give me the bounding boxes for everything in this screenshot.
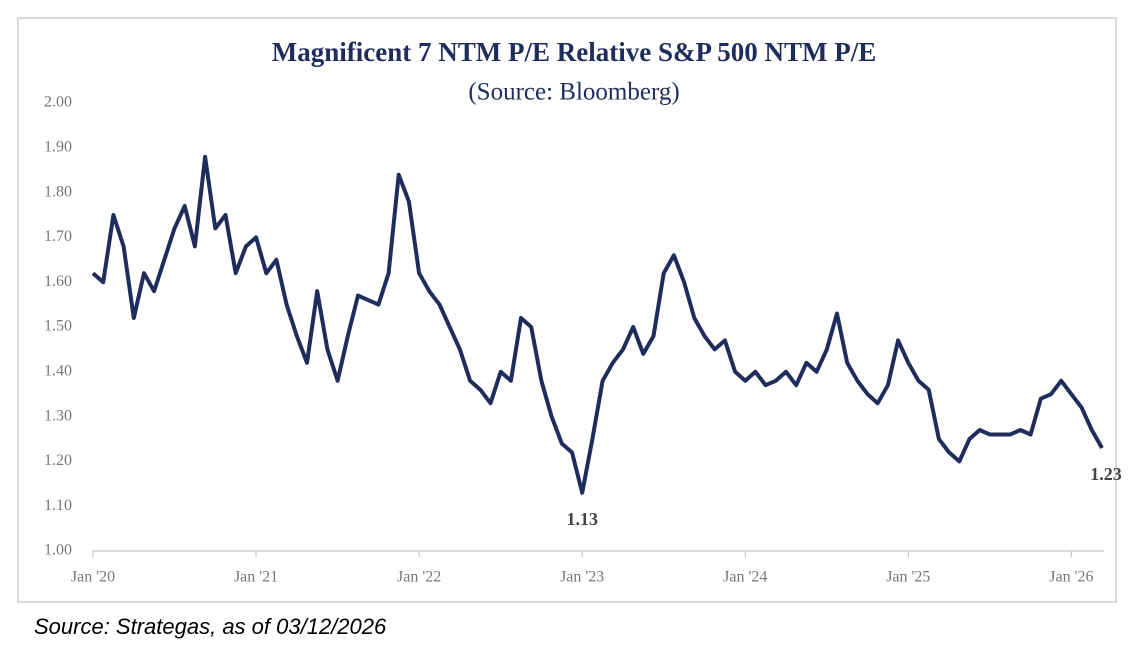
y-tick-label: 1.90 xyxy=(44,138,72,155)
chart-frame xyxy=(17,17,1117,603)
y-tick-label: 1.80 xyxy=(44,183,72,200)
chart-subtitle: (Source: Bloomberg) xyxy=(468,79,679,106)
annotation: 1.23 xyxy=(1090,464,1122,484)
source-note: Source: Strategas, as of 03/12/2026 xyxy=(34,614,387,639)
x-tick-label: Jan '20 xyxy=(71,569,115,586)
x-tick-label: Jan '25 xyxy=(886,569,930,586)
chart-title: Magnificent 7 NTM P/E Relative S&P 500 N… xyxy=(272,37,876,67)
y-tick-label: 1.40 xyxy=(44,362,72,379)
y-tick-label: 1.20 xyxy=(44,452,72,469)
y-tick-label: 1.10 xyxy=(44,497,72,514)
x-tick-label: Jan '24 xyxy=(723,569,767,586)
y-tick-label: 1.30 xyxy=(44,407,72,424)
x-tick-label: Jan '22 xyxy=(397,569,441,586)
y-tick-label: 2.00 xyxy=(44,94,72,111)
y-tick-label: 1.60 xyxy=(44,273,72,290)
annotation: 1.13 xyxy=(566,509,598,529)
y-tick-label: 1.50 xyxy=(44,318,72,335)
x-tick-label: Jan '21 xyxy=(234,569,278,586)
y-tick-label: 1.70 xyxy=(44,228,72,245)
y-tick-label: 1.00 xyxy=(44,542,72,559)
x-tick-label: Jan '23 xyxy=(560,569,604,586)
data-line xyxy=(91,154,1104,495)
x-tick-label: Jan '26 xyxy=(1049,569,1093,586)
